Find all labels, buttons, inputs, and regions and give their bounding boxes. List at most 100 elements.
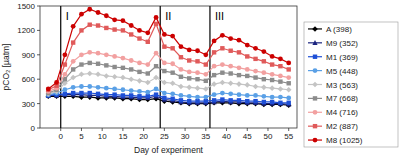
x-tick-label: 20 <box>139 132 148 141</box>
data-point <box>129 88 134 93</box>
data-point <box>146 94 150 98</box>
data-point <box>79 12 84 17</box>
data-point <box>179 93 184 98</box>
x-axis-label: Day of experiment <box>134 145 204 155</box>
data-point <box>137 89 142 94</box>
legend-marker <box>313 96 317 100</box>
phase-label: I <box>66 10 69 22</box>
x-tick <box>164 128 165 131</box>
data-point <box>187 76 191 80</box>
data-point <box>253 46 258 51</box>
x-tick <box>185 128 186 131</box>
data-point <box>137 36 141 40</box>
data-point <box>278 101 282 105</box>
data-point <box>187 69 192 74</box>
data-point <box>262 59 266 63</box>
data-point <box>253 84 259 90</box>
data-point <box>237 38 242 43</box>
x-tick <box>102 128 103 131</box>
data-point <box>278 95 283 100</box>
data-point <box>146 40 150 44</box>
legend-label: M5 (448) <box>326 67 358 76</box>
data-point <box>212 39 217 44</box>
x-tick <box>288 128 289 131</box>
data-point <box>179 67 184 72</box>
data-point <box>195 59 199 63</box>
data-point <box>204 99 208 103</box>
y-tick-label: 1500 <box>17 2 35 11</box>
data-point <box>104 92 108 96</box>
data-point <box>162 91 167 96</box>
x-tick <box>81 128 82 131</box>
data-point <box>154 64 158 68</box>
data-point <box>236 81 242 87</box>
data-point <box>195 85 201 91</box>
data-point <box>121 18 126 23</box>
data-point <box>96 51 101 56</box>
data-point <box>203 72 208 77</box>
data-point <box>112 92 116 96</box>
data-point <box>54 80 59 85</box>
data-point <box>62 92 67 97</box>
phase-label: II <box>165 10 171 22</box>
data-point <box>211 81 217 87</box>
data-point <box>63 62 67 66</box>
data-point <box>237 50 241 54</box>
phase-line <box>209 6 210 128</box>
data-point <box>153 75 159 81</box>
data-point <box>46 87 51 92</box>
data-point <box>212 64 217 69</box>
data-point <box>228 80 234 86</box>
data-point <box>162 44 166 48</box>
x-tick-label: 45 <box>243 132 252 141</box>
data-point <box>71 67 75 71</box>
data-point <box>112 54 117 59</box>
data-point <box>204 62 208 66</box>
y-tick-label: 1200 <box>17 26 35 35</box>
data-point <box>170 97 174 101</box>
legend-label: M1 (369) <box>326 53 358 62</box>
legend-marker <box>312 26 318 32</box>
data-point <box>129 58 134 63</box>
data-point <box>170 80 176 86</box>
data-point <box>170 91 175 96</box>
data-point <box>154 87 159 92</box>
series-line <box>48 24 288 90</box>
y-tick <box>37 79 40 80</box>
data-point <box>270 54 275 59</box>
data-point <box>220 62 225 67</box>
y-tick <box>37 128 40 129</box>
data-point <box>286 61 291 66</box>
data-point <box>71 24 76 29</box>
data-point <box>278 101 283 106</box>
data-point <box>179 75 183 79</box>
legend-marker <box>313 124 317 128</box>
y-tick <box>37 6 40 7</box>
data-point <box>170 70 174 74</box>
data-point <box>96 92 100 96</box>
data-point <box>204 79 208 83</box>
data-point <box>278 56 283 61</box>
data-point <box>104 13 109 18</box>
data-point <box>79 84 84 89</box>
data-point <box>237 98 241 102</box>
legend-label: M8 (1025) <box>326 136 363 145</box>
y-axis-label: pCO₂ [µatm] <box>1 44 11 91</box>
data-point <box>245 74 249 78</box>
data-point <box>245 93 250 98</box>
data-point <box>129 32 133 36</box>
data-point <box>79 91 83 95</box>
data-point <box>186 85 192 91</box>
data-point <box>121 28 125 32</box>
data-point <box>187 99 191 103</box>
y-tick-label: 900 <box>22 51 36 60</box>
series-line <box>48 9 288 89</box>
data-point <box>195 70 200 75</box>
data-point <box>154 15 159 20</box>
data-point <box>203 86 209 92</box>
data-point <box>145 90 150 95</box>
data-point <box>278 74 283 79</box>
data-point <box>170 61 175 66</box>
data-point <box>96 23 100 27</box>
data-point <box>112 27 116 31</box>
